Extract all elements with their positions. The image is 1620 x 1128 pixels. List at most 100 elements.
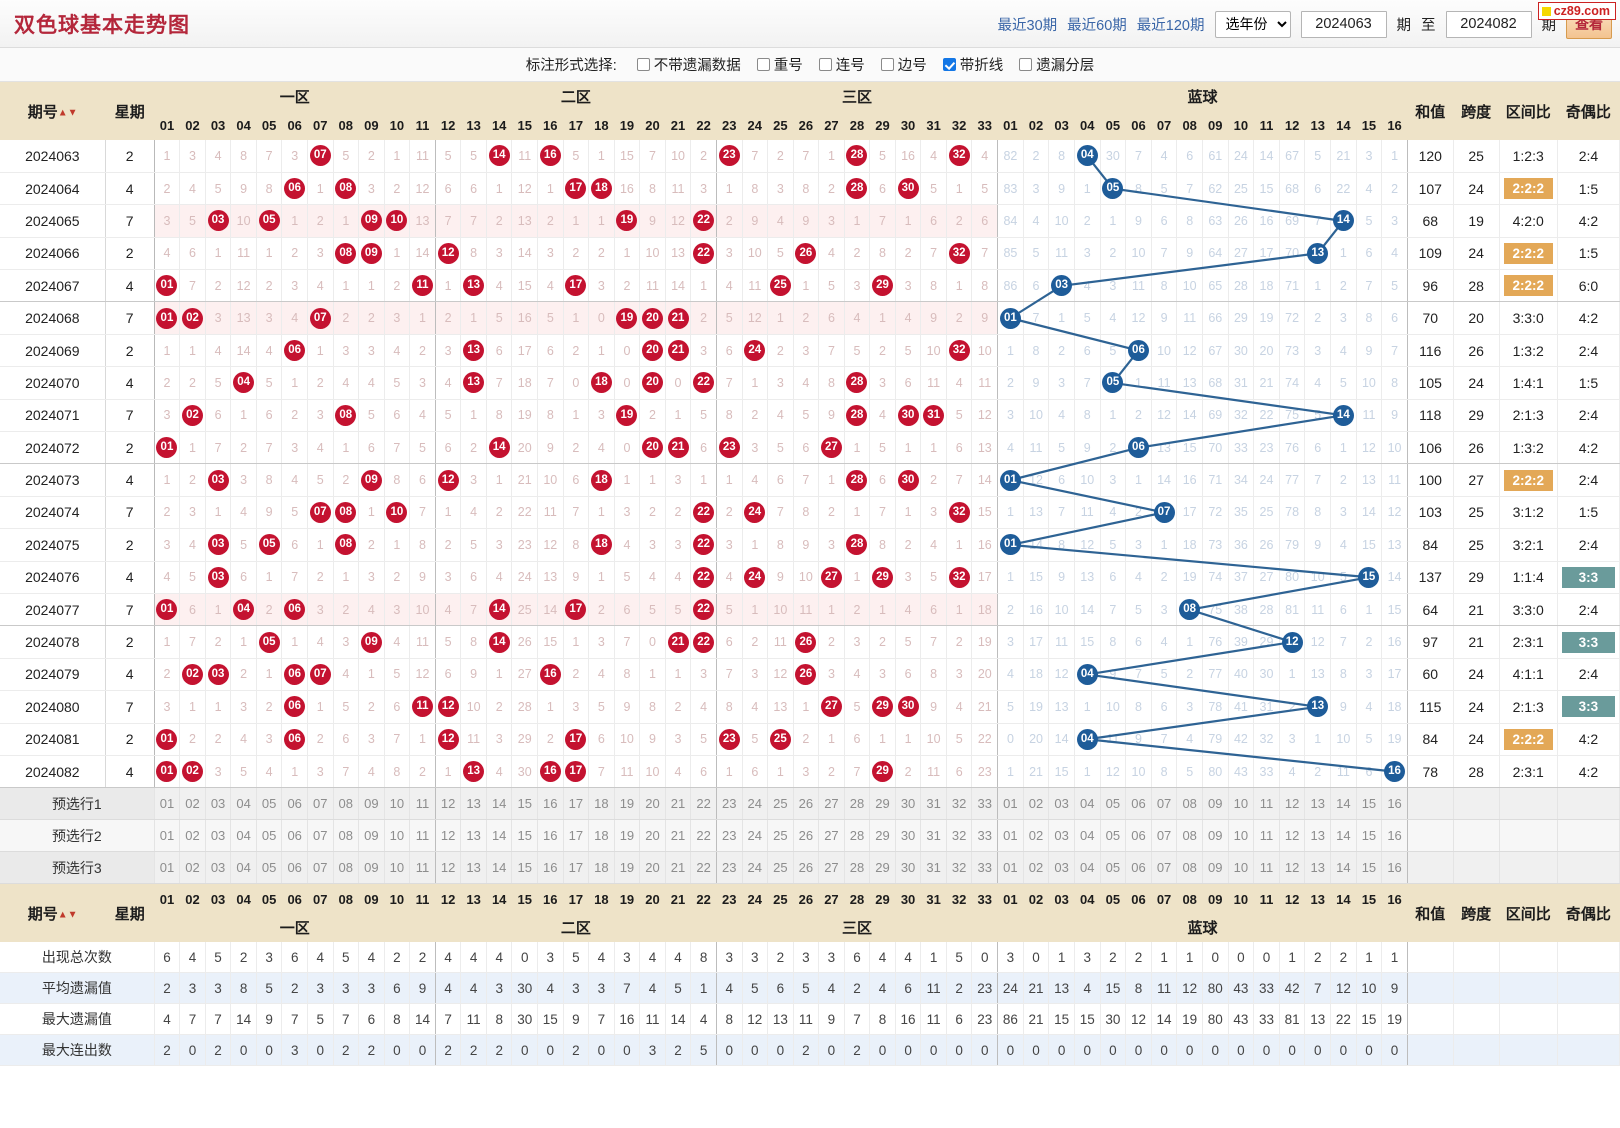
preselect-cell-03[interactable]: 03 [1048, 819, 1075, 853]
preselect-cell-09[interactable]: 09 [1202, 819, 1229, 853]
preselect-cell-08[interactable]: 08 [333, 787, 360, 821]
preselect-cell-12[interactable]: 12 [435, 819, 462, 853]
preselect-cell-03[interactable]: 03 [1048, 851, 1075, 885]
preselect-cell-12[interactable]: 12 [435, 787, 462, 821]
preselect-cell-16[interactable]: 16 [1381, 787, 1408, 821]
preselect-cell-07[interactable]: 07 [1151, 851, 1178, 885]
preselect-cell-27[interactable]: 27 [818, 819, 845, 853]
preselect-cell-02[interactable]: 02 [179, 787, 206, 821]
preselect-cell-11[interactable]: 11 [409, 819, 436, 853]
preselect-cell-07[interactable]: 07 [1151, 787, 1178, 821]
quick-link-60[interactable]: 最近60期 [1067, 17, 1127, 34]
preselect-cell-04[interactable]: 04 [1074, 787, 1101, 821]
preselect-cell-13[interactable]: 13 [460, 819, 487, 853]
preselect-cell-06[interactable]: 06 [281, 787, 308, 821]
preselect-cell-31[interactable]: 31 [920, 819, 947, 853]
option-with-polyline[interactable]: 带折线 [942, 54, 1003, 75]
preselect-cell-01[interactable]: 01 [997, 787, 1024, 821]
preselect-cell-23[interactable]: 23 [716, 851, 743, 885]
preselect-cell-32[interactable]: 32 [946, 851, 973, 885]
preselect-cell-26[interactable]: 26 [793, 851, 820, 885]
preselect-cell-06[interactable]: 06 [1125, 787, 1152, 821]
preselect-cell-06[interactable]: 06 [1125, 819, 1152, 853]
preselect-cell-06[interactable]: 06 [1125, 851, 1152, 885]
checkbox-with-polyline[interactable] [942, 58, 956, 71]
preselect-cell-33[interactable]: 33 [971, 819, 999, 853]
preselect-cell-22[interactable]: 22 [690, 787, 717, 821]
year-select[interactable]: 选年份 [1214, 10, 1291, 38]
checkbox-miss-layering[interactable] [1019, 58, 1033, 71]
preselect-cell-11[interactable]: 11 [1253, 819, 1280, 853]
preselect-cell-20[interactable]: 20 [639, 819, 666, 853]
preselect-cell-05[interactable]: 05 [256, 819, 283, 853]
preselect-cell-16[interactable]: 16 [1381, 851, 1408, 885]
preselect-cell-09[interactable]: 09 [1202, 851, 1229, 885]
option-no-miss-data[interactable]: 不带遗漏数据 [636, 54, 741, 75]
preselect-cell-16[interactable]: 16 [537, 819, 564, 853]
preselect-cell-14[interactable]: 14 [486, 851, 513, 885]
preselect-cell-01[interactable]: 01 [154, 819, 181, 853]
preselect-cell-22[interactable]: 22 [690, 851, 717, 885]
preselect-cell-17[interactable]: 17 [563, 819, 590, 853]
preselect-cell-10[interactable]: 10 [1228, 819, 1255, 853]
preselect-cell-16[interactable]: 16 [537, 851, 564, 885]
preselect-cell-10[interactable]: 10 [384, 787, 411, 821]
preselect-cell-05[interactable]: 05 [256, 851, 283, 885]
checkbox-consecutive-number[interactable] [818, 58, 832, 71]
preselect-cell-11[interactable]: 11 [409, 851, 436, 885]
preselect-cell-32[interactable]: 32 [946, 787, 973, 821]
preselect-cell-08[interactable]: 08 [1176, 851, 1203, 885]
preselect-cell-11[interactable]: 11 [1253, 787, 1280, 821]
preselect-cell-25[interactable]: 25 [767, 819, 794, 853]
preselect-cell-14[interactable]: 14 [1330, 787, 1357, 821]
preselect-cell-13[interactable]: 13 [460, 851, 487, 885]
preselect-cell-14[interactable]: 14 [486, 787, 513, 821]
preselect-cell-30[interactable]: 30 [895, 819, 922, 853]
preselect-cell-09[interactable]: 09 [358, 819, 385, 853]
preselect-cell-08[interactable]: 08 [1176, 787, 1203, 821]
preselect-cell-28[interactable]: 28 [844, 851, 871, 885]
preselect-cell-19[interactable]: 19 [614, 787, 641, 821]
option-consecutive-number[interactable]: 连号 [818, 54, 865, 75]
preselect-cell-02[interactable]: 02 [179, 851, 206, 885]
preselect-cell-17[interactable]: 17 [563, 787, 590, 821]
preselect-cell-16[interactable]: 16 [1381, 819, 1408, 853]
preselect-cell-27[interactable]: 27 [818, 787, 845, 821]
preselect-cell-12[interactable]: 12 [1279, 787, 1306, 821]
preselect-cell-14[interactable]: 14 [1330, 819, 1357, 853]
preselect-cell-09[interactable]: 09 [1202, 787, 1229, 821]
preselect-row[interactable]: 预选行3 01 02 03 04 05 06 07 08 09 10 11 12 13 14 15 16 17 18… [0, 851, 1620, 885]
preselect-cell-07[interactable]: 07 [307, 819, 334, 853]
preselect-cell-13[interactable]: 13 [1304, 787, 1332, 821]
checkbox-repeat-number[interactable] [756, 58, 770, 71]
preselect-cell-15[interactable]: 15 [511, 787, 539, 821]
preselect-cell-31[interactable]: 31 [920, 787, 947, 821]
quick-link-120[interactable]: 最近120期 [1136, 17, 1205, 34]
preselect-cell-02[interactable]: 02 [1023, 819, 1050, 853]
preselect-cell-20[interactable]: 20 [639, 787, 666, 821]
preselect-cell-12[interactable]: 12 [1279, 851, 1306, 885]
preselect-cell-11[interactable]: 11 [1253, 851, 1280, 885]
option-repeat-number[interactable]: 重号 [756, 54, 803, 75]
preselect-cell-05[interactable]: 05 [1100, 851, 1127, 885]
preselect-cell-28[interactable]: 28 [844, 819, 871, 853]
preselect-cell-31[interactable]: 31 [920, 851, 947, 885]
preselect-cell-05[interactable]: 05 [256, 787, 283, 821]
preselect-cell-04[interactable]: 04 [1074, 819, 1101, 853]
preselect-cell-08[interactable]: 08 [1176, 819, 1203, 853]
preselect-cell-28[interactable]: 28 [844, 787, 871, 821]
preselect-cell-18[interactable]: 18 [588, 787, 615, 821]
preselect-cell-29[interactable]: 29 [869, 851, 896, 885]
preselect-cell-17[interactable]: 17 [563, 851, 590, 885]
preselect-cell-03[interactable]: 03 [205, 787, 232, 821]
preselect-cell-07[interactable]: 07 [307, 787, 334, 821]
preselect-cell-10[interactable]: 10 [1228, 787, 1255, 821]
preselect-cell-32[interactable]: 32 [946, 819, 973, 853]
preselect-cell-29[interactable]: 29 [869, 787, 896, 821]
preselect-cell-09[interactable]: 09 [358, 851, 385, 885]
preselect-cell-10[interactable]: 10 [384, 851, 411, 885]
preselect-cell-08[interactable]: 08 [333, 819, 360, 853]
preselect-cell-07[interactable]: 07 [1151, 819, 1178, 853]
preselect-cell-01[interactable]: 01 [154, 787, 181, 821]
preselect-cell-03[interactable]: 03 [1048, 787, 1075, 821]
